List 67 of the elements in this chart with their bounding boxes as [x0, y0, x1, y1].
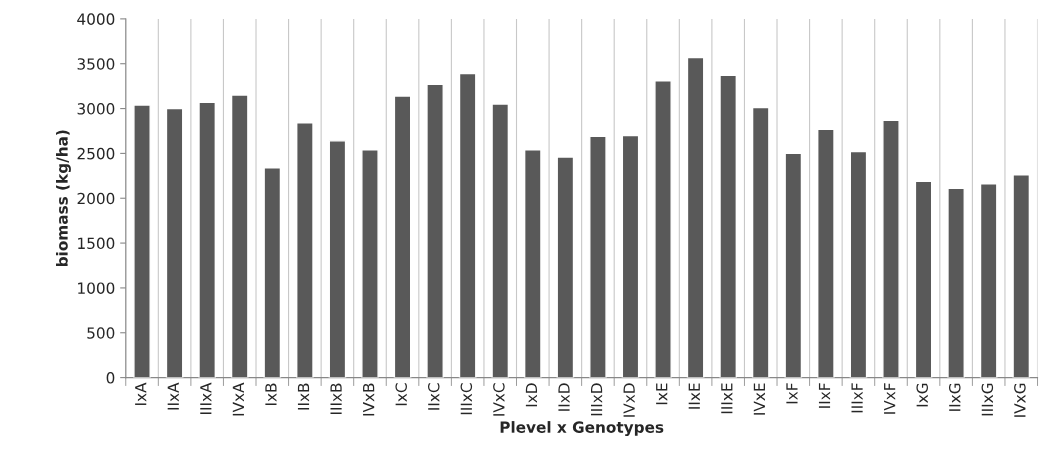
bar: [458, 72, 477, 378]
x-tick-label: IxE: [656, 383, 668, 405]
x-tick-label: IVxB: [363, 383, 375, 416]
x-tick-label: IIIxC: [460, 383, 473, 415]
x-tick-label: IxF: [786, 383, 798, 404]
bar: [263, 167, 282, 378]
x-tick-label: IVxF: [884, 383, 896, 414]
x-tick-label: IxA: [135, 382, 147, 405]
y-tick-label: 0: [106, 372, 115, 384]
bar: [751, 106, 770, 378]
bar: [523, 149, 542, 378]
y-tick-label: 1000: [78, 282, 115, 294]
y-tick-label: 1500: [78, 237, 115, 250]
x-tick-label: IIIxB: [330, 383, 342, 415]
bar: [621, 134, 640, 378]
x-tick-label: IVxA: [232, 382, 244, 416]
x-tick-label: IIIxF: [851, 383, 863, 413]
bar: [914, 180, 933, 378]
x-tick-label: IIxA: [167, 382, 179, 410]
bar: [654, 80, 672, 378]
bar: [165, 107, 184, 378]
x-tick-label: IxG: [916, 383, 928, 407]
x-tick-label: IxB: [265, 383, 277, 405]
bar: [296, 122, 314, 378]
x-tick-label: IIxB: [297, 383, 310, 410]
x-tick-label: IVxD: [623, 383, 635, 417]
bar: [133, 104, 151, 378]
y-tick-label: 500: [87, 327, 115, 339]
bar: [556, 156, 575, 378]
x-tick-label: IxD: [525, 383, 538, 407]
bar: [849, 150, 868, 378]
bar: [979, 183, 998, 378]
x-tick-label: IIxF: [818, 383, 831, 408]
bar: [947, 187, 965, 378]
bar: [882, 119, 900, 378]
bar: [719, 74, 738, 378]
y-tick-label: 2500: [77, 147, 115, 160]
x-tick-label: IVxE: [753, 383, 765, 415]
bar: [784, 152, 803, 378]
x-tick-label: IIIxE: [721, 383, 733, 414]
x-axis-title: Plevel x Genotypes: [500, 421, 664, 436]
bar: [491, 103, 510, 378]
x-tick-label: IVxG: [1014, 383, 1026, 417]
bar: [817, 128, 835, 378]
x-tick-label: IIxE: [688, 383, 700, 409]
x-tick-label: IIIxG: [981, 383, 994, 416]
y-axis-title: biomass (kg/ha): [56, 130, 71, 267]
x-tick-label: IIIxA: [200, 382, 212, 414]
x-tick-label: IIxG: [948, 383, 961, 411]
x-tick-label: IIxD: [558, 383, 570, 411]
y-tick-label: 4000: [77, 13, 115, 25]
bar: [328, 140, 347, 378]
y-tick-label: 3500: [77, 58, 115, 70]
bar: [198, 101, 217, 378]
bar: [589, 135, 607, 378]
bar: [426, 83, 444, 378]
x-tick-label: IVxC: [493, 383, 505, 416]
x-tick-label: IIxC: [427, 383, 440, 410]
bar: [393, 95, 412, 378]
x-tick-label: IIIxD: [591, 383, 603, 416]
bar: [1012, 174, 1031, 378]
bar: [361, 149, 379, 378]
x-tick-label: IxC: [395, 383, 407, 406]
y-tick-label: 3000: [77, 103, 115, 115]
bar: [686, 56, 705, 378]
bar: [230, 94, 249, 378]
y-tick-label: 2000: [77, 192, 115, 205]
